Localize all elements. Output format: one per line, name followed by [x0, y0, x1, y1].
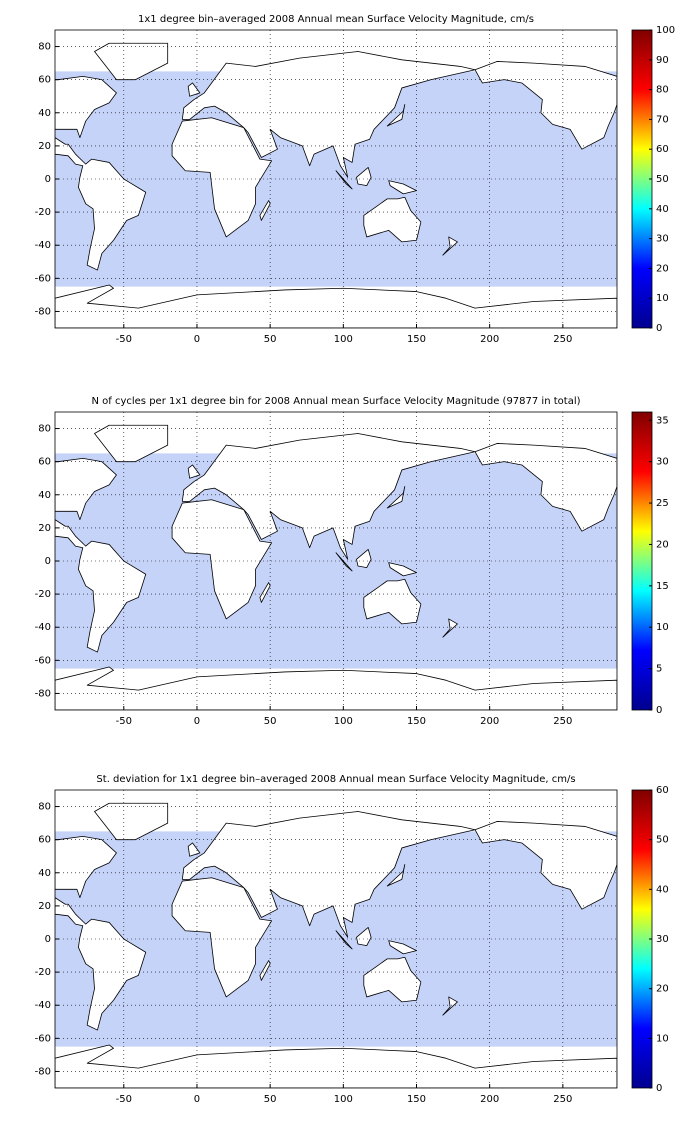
x-tick-label: 200: [480, 334, 499, 345]
plot-frame: [54, 29, 618, 329]
x-tick-label: 0: [194, 716, 200, 727]
colorbar-tick-label: 0: [656, 705, 662, 716]
y-tick-label: 0: [45, 934, 51, 945]
colorbar-tick-label: 70: [656, 114, 669, 125]
y-tick-label: 80: [38, 42, 51, 53]
colorbar-tick-label: 40: [656, 204, 669, 215]
y-tick-label: 80: [38, 424, 51, 435]
y-tick-label: -20: [35, 207, 51, 218]
y-tick-label: 60: [38, 835, 51, 846]
colorbar-tick-label: 10: [656, 293, 669, 304]
x-tick-label: -50: [116, 716, 132, 727]
x-tick-label: -50: [116, 334, 132, 345]
colorbar-tick-label: 25: [656, 498, 669, 509]
plot-frame: [54, 411, 618, 711]
x-tick-label: 150: [407, 1094, 426, 1105]
x-tick-label: 50: [264, 716, 277, 727]
x-tick-label: 0: [194, 334, 200, 345]
x-tick-label: 100: [334, 1094, 353, 1105]
y-tick-label: -80: [35, 1066, 51, 1077]
colorbar-tick-label: 30: [656, 234, 669, 245]
colorbar-tick-label: 90: [656, 55, 669, 66]
y-tick-label: 80: [38, 802, 51, 813]
panel-title: 1x1 degree bin–averaged 2008 Annual mean…: [138, 14, 534, 25]
y-tick-label: -60: [35, 1033, 51, 1044]
colorbar-tick-label: 50: [656, 174, 669, 185]
y-tick-label: 60: [38, 457, 51, 468]
x-tick-label: 250: [553, 716, 572, 727]
colorbar-tick-label: 20: [656, 984, 669, 995]
colorbar-tick-label: 60: [656, 144, 669, 155]
x-tick-label: -50: [116, 1094, 132, 1105]
colorbar: [631, 411, 653, 711]
y-tick-label: -40: [35, 622, 51, 633]
colorbar-tick-label: 100: [656, 25, 675, 36]
x-tick-label: 150: [407, 334, 426, 345]
x-tick-label: 150: [407, 716, 426, 727]
x-tick-label: 50: [264, 1094, 277, 1105]
x-tick-label: 200: [480, 716, 499, 727]
y-tick-label: 40: [38, 490, 51, 501]
colorbar-tick-label: 20: [656, 539, 669, 550]
colorbar-tick-label: 30: [656, 934, 669, 945]
colorbar-tick-label: 50: [656, 835, 669, 846]
x-tick-label: 200: [480, 1094, 499, 1105]
x-tick-label: 100: [334, 716, 353, 727]
colorbar-tick-label: 80: [656, 85, 669, 96]
colorbar-tick-label: 0: [656, 1083, 662, 1094]
y-tick-label: 20: [38, 523, 51, 534]
plot-frame: [54, 789, 618, 1089]
y-tick-label: 0: [45, 556, 51, 567]
x-tick-label: 100: [334, 334, 353, 345]
colorbar-tick-label: 60: [656, 785, 669, 796]
y-tick-label: -60: [35, 655, 51, 666]
y-tick-label: -80: [35, 306, 51, 317]
colorbar-tick-label: 10: [656, 622, 669, 633]
y-tick-label: 40: [38, 868, 51, 879]
x-tick-label: 0: [194, 1094, 200, 1105]
y-tick-label: -40: [35, 1000, 51, 1011]
y-tick-label: -60: [35, 273, 51, 284]
y-tick-label: -40: [35, 240, 51, 251]
x-tick-label: 250: [553, 334, 572, 345]
y-tick-label: -80: [35, 688, 51, 699]
y-tick-label: 40: [38, 108, 51, 119]
y-tick-label: -20: [35, 967, 51, 978]
y-tick-label: 0: [45, 174, 51, 185]
colorbar-tick-label: 20: [656, 263, 669, 274]
x-tick-label: 250: [553, 1094, 572, 1105]
colorbar-tick-label: 5: [656, 664, 662, 675]
panel-title: St. deviation for 1x1 degree bin–average…: [96, 774, 575, 785]
colorbar-tick-label: 35: [656, 415, 669, 426]
y-tick-label: 20: [38, 141, 51, 152]
y-tick-label: 20: [38, 901, 51, 912]
x-tick-label: 50: [264, 334, 277, 345]
colorbar-tick-label: 40: [656, 884, 669, 895]
y-tick-label: 60: [38, 75, 51, 86]
colorbar-tick-label: 0: [656, 323, 662, 334]
colorbar-tick-label: 15: [656, 581, 669, 592]
colorbar-tick-label: 30: [656, 457, 669, 468]
y-tick-label: -20: [35, 589, 51, 600]
panel-title: N of cycles per 1x1 degree bin for 2008 …: [91, 396, 580, 407]
colorbar-tick-label: 10: [656, 1033, 669, 1044]
